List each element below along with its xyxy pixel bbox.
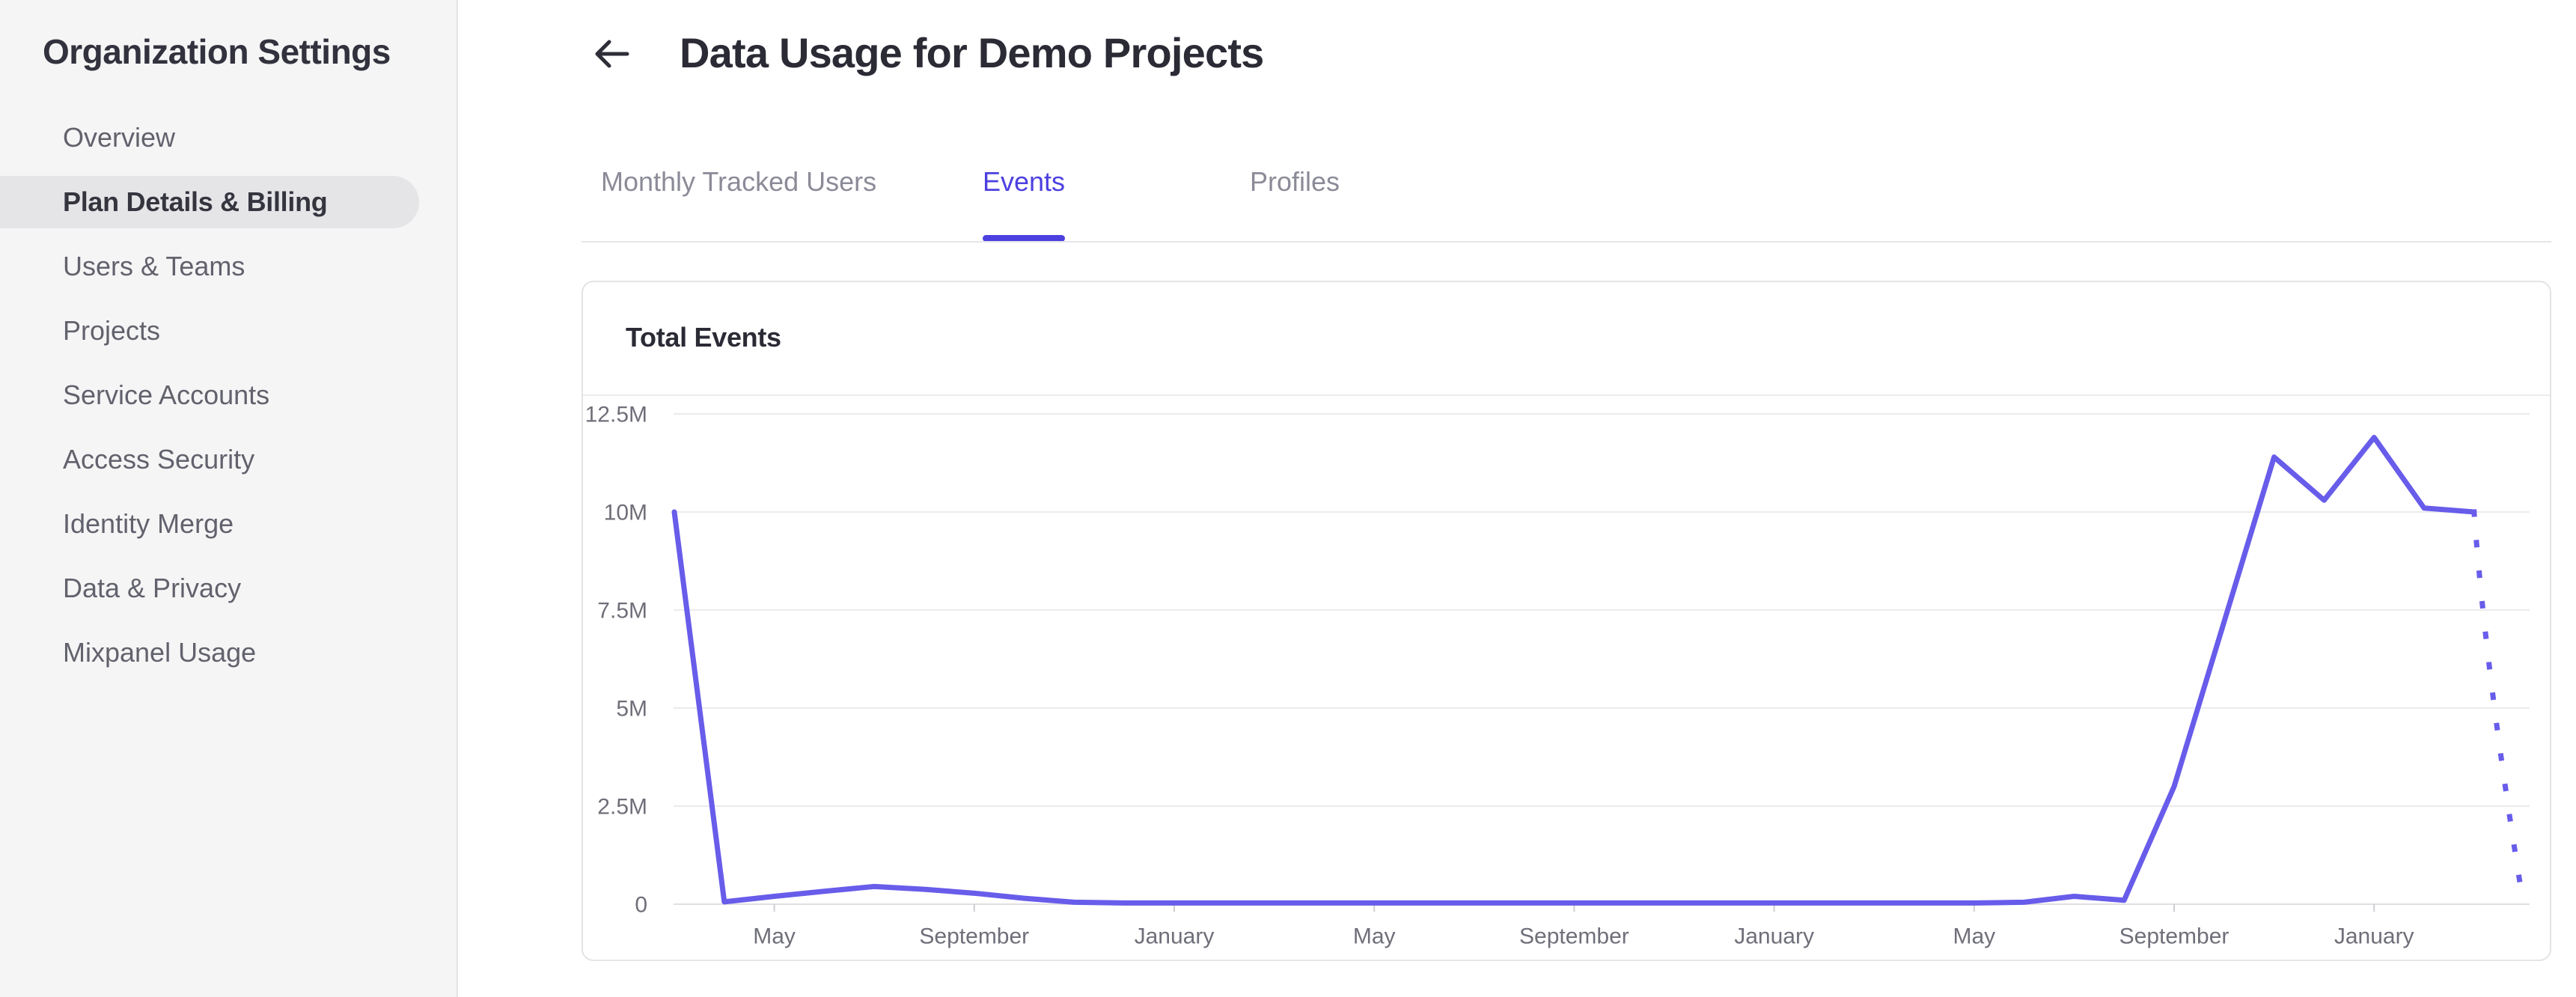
- sidebar-item-projects[interactable]: Projects: [63, 315, 161, 346]
- svg-text:2.5M: 2.5M: [597, 795, 647, 820]
- svg-text:May: May: [753, 924, 796, 949]
- svg-text:September: September: [2119, 924, 2229, 949]
- sidebar-item-identity-merge[interactable]: Identity Merge: [63, 508, 234, 539]
- sidebar-item-mixpanel-usage[interactable]: Mixpanel Usage: [63, 637, 257, 668]
- svg-text:September: September: [919, 924, 1029, 949]
- back-button[interactable]: [590, 31, 635, 76]
- card-divider: [583, 394, 2550, 396]
- sidebar-item-service-accounts[interactable]: Service Accounts: [63, 379, 270, 410]
- sidebar-item-access-security[interactable]: Access Security: [63, 444, 255, 475]
- svg-text:January: January: [1734, 924, 1814, 949]
- tab-events[interactable]: Events: [983, 166, 1066, 242]
- svg-text:10M: 10M: [604, 501, 647, 525]
- svg-text:January: January: [1135, 924, 1215, 949]
- events-line-chart: 0 2.5M 5M 7.5M 10M 12.5M May September January Ma…: [585, 403, 2530, 949]
- total-events-card: Total Events 0 2.5M 5M 7.5M 10M 12.5M May Septe…: [582, 281, 2551, 961]
- page-title: Data Usage for Demo Projects: [680, 29, 1264, 76]
- svg-text:12.5M: 12.5M: [585, 403, 647, 427]
- svg-text:September: September: [1519, 924, 1629, 949]
- svg-text:May: May: [1353, 924, 1396, 949]
- card-title: Total Events: [626, 322, 781, 353]
- tab-monthly-tracked-users[interactable]: Monthly Tracked Users: [601, 166, 877, 197]
- sidebar-item-plan-details-billing[interactable]: Plan Details & Billing: [0, 176, 419, 228]
- back-arrow-icon: [590, 31, 635, 76]
- sidebar-title: Organization Settings: [43, 32, 391, 71]
- sidebar-nav: Overview Plan Details & Billing Users & …: [0, 112, 458, 691]
- svg-text:May: May: [1953, 924, 1995, 949]
- sidebar: Organization Settings Overview Plan Deta…: [0, 0, 458, 997]
- tab-profiles[interactable]: Profiles: [1250, 166, 1340, 197]
- tabs-bottom-border: [582, 241, 2551, 243]
- sidebar-item-data-privacy[interactable]: Data & Privacy: [63, 573, 242, 603]
- sidebar-item-overview[interactable]: Overview: [63, 122, 176, 153]
- svg-text:January: January: [2334, 924, 2414, 949]
- svg-text:0: 0: [635, 893, 647, 918]
- svg-text:7.5M: 7.5M: [597, 599, 647, 623]
- svg-text:5M: 5M: [616, 697, 647, 722]
- sidebar-item-users-teams[interactable]: Users & Teams: [63, 251, 245, 281]
